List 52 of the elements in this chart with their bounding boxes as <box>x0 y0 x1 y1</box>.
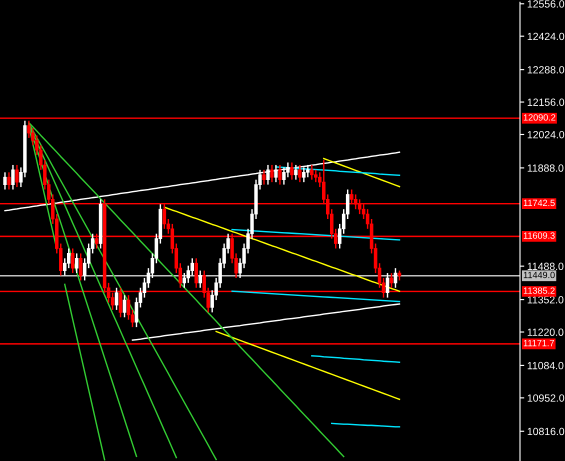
candlestick <box>11 164 15 190</box>
line-series <box>311 355 400 363</box>
y-tick-label: 11220.0 <box>528 328 564 336</box>
y-tick-label: 12424.0 <box>528 32 564 40</box>
candlestick <box>262 169 266 186</box>
candlestick <box>294 164 298 180</box>
candlestick <box>398 270 402 282</box>
line-series <box>215 330 400 400</box>
candlestick <box>15 164 19 188</box>
candlestick <box>270 164 274 183</box>
y-tick-label: 11888.0 <box>528 164 564 172</box>
candlestick <box>74 252 78 274</box>
candlestick <box>122 294 126 318</box>
candlestick <box>198 270 202 288</box>
line-series <box>323 158 400 188</box>
y-tick-label: 11488.0 <box>528 262 564 270</box>
y-tick-label: 10816.0 <box>528 428 564 436</box>
candlestick <box>282 166 286 186</box>
ref-line-label: 11609.3 <box>524 232 555 239</box>
candlestick <box>306 164 310 178</box>
candlestick <box>7 172 11 190</box>
candlestick <box>314 169 318 183</box>
ref-line-label: 11742.5 <box>524 200 555 206</box>
candlestick <box>134 296 138 328</box>
ref-line-label: 11171.7 <box>524 340 554 346</box>
y-tick-label: 12024.0 <box>528 130 564 138</box>
line-series <box>231 290 400 302</box>
candlestick <box>114 287 118 311</box>
y-tick-label: 12288.0 <box>528 66 564 74</box>
candlestick <box>266 164 270 186</box>
y-tick-label: 11084.0 <box>528 362 564 370</box>
line-series <box>132 303 400 341</box>
candlestick <box>298 164 302 183</box>
y-tick-label: 11352.0 <box>528 296 564 304</box>
candlestick <box>310 164 314 180</box>
y-tick-label: 10952.0 <box>528 394 564 402</box>
candlestick <box>78 252 82 282</box>
candlestick <box>278 164 282 186</box>
candlestick <box>302 166 306 183</box>
candlestick <box>386 272 390 298</box>
ref-line-label: 12090.2 <box>524 114 556 121</box>
y-tick-label: 12556.0 <box>528 0 564 8</box>
candlestick <box>194 258 198 288</box>
candlestick <box>70 248 74 274</box>
candlestick <box>290 162 294 180</box>
line-series <box>164 206 400 292</box>
ref-line-label: 11385.2 <box>524 287 555 294</box>
y-tick-label: 12156.0 <box>528 98 564 106</box>
candlestick <box>394 267 398 288</box>
ref-line-label: 11449.0 <box>524 272 555 278</box>
candlestick <box>274 164 278 183</box>
candlestick <box>3 172 7 190</box>
